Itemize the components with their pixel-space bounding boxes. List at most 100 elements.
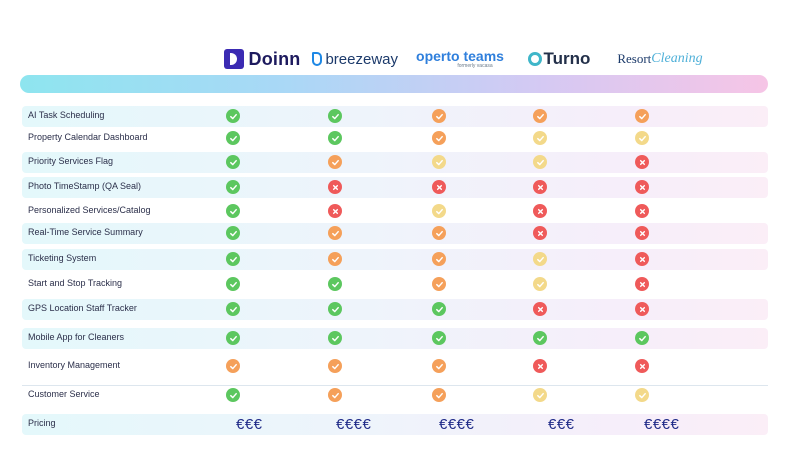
check-icon bbox=[328, 331, 342, 345]
feature-label: Start and Stop Tracking bbox=[28, 278, 123, 288]
table-divider bbox=[22, 385, 768, 386]
check-icon bbox=[226, 277, 240, 291]
check-icon bbox=[226, 204, 240, 218]
cross-icon bbox=[328, 204, 342, 218]
cross-icon bbox=[635, 359, 649, 373]
row-background bbox=[22, 177, 768, 198]
check-icon bbox=[226, 109, 240, 123]
check-icon bbox=[432, 388, 446, 402]
operto-logo-text: operto teams bbox=[416, 48, 504, 64]
row-background bbox=[22, 414, 768, 435]
price-tier: €€€ bbox=[548, 416, 575, 433]
check-icon bbox=[533, 388, 547, 402]
cross-icon bbox=[328, 180, 342, 194]
pricing-label: Pricing bbox=[28, 418, 56, 428]
feature-label: Property Calendar Dashboard bbox=[28, 132, 148, 142]
header-gradient-band bbox=[20, 75, 768, 93]
operto-teams-logo: operto teams formerly vacasa bbox=[412, 46, 508, 72]
row-background bbox=[22, 106, 768, 127]
cross-icon bbox=[533, 180, 547, 194]
check-icon bbox=[226, 252, 240, 266]
check-icon bbox=[432, 331, 446, 345]
operto-logo-subtext: formerly vacasa bbox=[457, 63, 493, 69]
check-icon bbox=[226, 388, 240, 402]
check-icon bbox=[432, 131, 446, 145]
cross-icon bbox=[635, 302, 649, 316]
cross-icon bbox=[635, 226, 649, 240]
check-icon bbox=[328, 252, 342, 266]
row-background bbox=[22, 299, 768, 320]
feature-row: Personalized Services/Catalog bbox=[22, 201, 768, 222]
cross-icon bbox=[635, 252, 649, 266]
turno-logo-mark-icon bbox=[527, 52, 542, 66]
row-background bbox=[22, 356, 768, 377]
check-icon bbox=[432, 155, 446, 169]
row-background bbox=[22, 385, 768, 406]
feature-label: Personalized Services/Catalog bbox=[28, 205, 151, 215]
check-icon bbox=[533, 252, 547, 266]
feature-label: Real-Time Service Summary bbox=[28, 227, 143, 237]
feature-label: Inventory Management bbox=[28, 360, 121, 370]
feature-row: Photo TimeStamp (QA Seal) bbox=[22, 177, 768, 198]
feature-row: Start and Stop Tracking bbox=[22, 274, 768, 295]
check-icon bbox=[226, 155, 240, 169]
check-icon bbox=[432, 277, 446, 291]
check-icon bbox=[432, 109, 446, 123]
check-icon bbox=[432, 302, 446, 316]
check-icon bbox=[432, 359, 446, 373]
row-background bbox=[22, 274, 768, 295]
feature-label: GPS Location Staff Tracker bbox=[28, 303, 137, 313]
check-icon bbox=[226, 302, 240, 316]
cross-icon bbox=[635, 204, 649, 218]
resort-cleaning-logo: Resort Cleaning bbox=[612, 46, 708, 72]
cross-icon bbox=[432, 180, 446, 194]
check-icon bbox=[328, 388, 342, 402]
check-icon bbox=[635, 331, 649, 345]
check-icon bbox=[533, 131, 547, 145]
check-icon bbox=[635, 109, 649, 123]
feature-label: AI Task Scheduling bbox=[28, 110, 105, 120]
feature-row: Property Calendar Dashboard bbox=[22, 128, 768, 149]
feature-row: Inventory Management bbox=[22, 356, 768, 377]
check-icon bbox=[328, 131, 342, 145]
breezeway-logo-mark-icon bbox=[312, 52, 323, 66]
cross-icon bbox=[635, 155, 649, 169]
check-icon bbox=[533, 155, 547, 169]
feature-row: Customer Service bbox=[22, 385, 768, 406]
price-tier: €€€€ bbox=[439, 416, 475, 433]
check-icon bbox=[533, 331, 547, 345]
check-icon bbox=[226, 331, 240, 345]
price-tier: €€€€ bbox=[644, 416, 680, 433]
turno-logo-text: Turno bbox=[543, 49, 591, 68]
check-icon bbox=[226, 226, 240, 240]
resort-logo-text: Resort bbox=[617, 51, 652, 66]
feature-row: Real-Time Service Summary bbox=[22, 223, 768, 244]
check-icon bbox=[635, 388, 649, 402]
check-icon bbox=[328, 226, 342, 240]
feature-row: AI Task Scheduling bbox=[22, 106, 768, 127]
feature-row: Ticketing System bbox=[22, 249, 768, 270]
turno-logo: Turno bbox=[524, 46, 594, 72]
check-icon bbox=[533, 277, 547, 291]
price-tier: €€€€ bbox=[336, 416, 372, 433]
check-icon bbox=[226, 359, 240, 373]
cross-icon bbox=[635, 180, 649, 194]
row-background bbox=[22, 152, 768, 173]
check-icon bbox=[226, 180, 240, 194]
check-icon bbox=[432, 204, 446, 218]
pricing-row: Pricing €€€ €€€€ €€€€ €€€ €€€€ bbox=[22, 414, 768, 435]
cross-icon bbox=[533, 302, 547, 316]
doinn-logo-mark-icon bbox=[223, 49, 244, 69]
price-tier: €€€ bbox=[236, 416, 263, 433]
check-icon bbox=[432, 252, 446, 266]
feature-row: GPS Location Staff Tracker bbox=[22, 299, 768, 320]
row-background bbox=[22, 249, 768, 270]
check-icon bbox=[328, 109, 342, 123]
check-icon bbox=[635, 131, 649, 145]
check-icon bbox=[328, 277, 342, 291]
cross-icon bbox=[533, 359, 547, 373]
check-icon bbox=[328, 359, 342, 373]
row-background bbox=[22, 328, 768, 349]
breezeway-logo: breezeway bbox=[312, 46, 398, 72]
row-background bbox=[22, 223, 768, 244]
